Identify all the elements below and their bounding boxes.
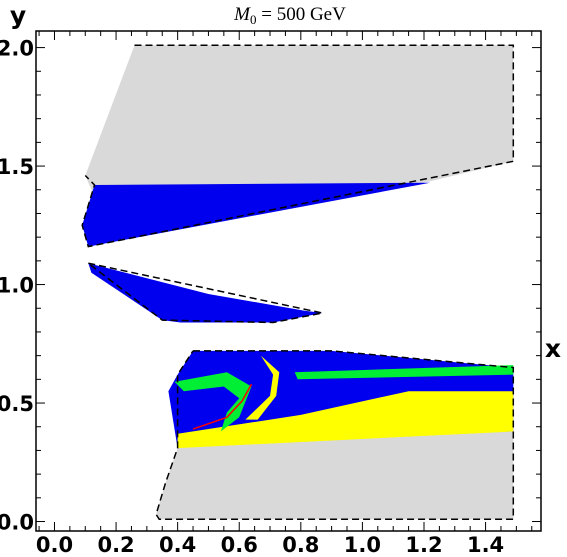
boundary-outer-lower	[155, 350, 515, 520]
x-tick-label: 1.2	[405, 533, 442, 557]
region-gray-lower	[156, 431, 514, 520]
region-yellow-lower	[177, 391, 514, 451]
title-symbol: M	[233, 4, 251, 25]
y-tick-label: 1.5	[0, 155, 34, 179]
region-green-band-main	[294, 365, 514, 380]
x-tick-label: 1.4	[467, 533, 504, 557]
y-axis-label: y	[10, 1, 26, 30]
red-curve	[192, 383, 253, 430]
x-tick-label: 1.0	[344, 533, 381, 557]
region-blue-middle	[88, 263, 323, 323]
x-tick-label: 0.4	[159, 533, 196, 557]
region-blue-upper	[82, 182, 431, 247]
y-tick-label: 0.0	[0, 511, 34, 535]
x-tick-label: 0.2	[97, 533, 134, 557]
plot-frame	[35, 30, 542, 532]
x-tick-label: 0.6	[221, 533, 258, 557]
curves-layer	[192, 383, 253, 430]
x-tick-label: 0.8	[282, 533, 319, 557]
title-rest: = 500 GeV	[256, 4, 346, 25]
boundaries-layer	[81, 44, 515, 520]
y-tick-label: 0.5	[0, 392, 34, 416]
chart-title: M0 = 500 GeV	[233, 4, 346, 27]
region-green-arc	[174, 372, 252, 432]
region-yellow-arc	[245, 355, 280, 420]
y-tick-label: 1.0	[0, 274, 34, 298]
boundary-outer-upper	[81, 44, 515, 248]
boundary-outer-middle	[87, 262, 323, 324]
ticks-layer: 0.0 0.2 0.4 0.6 0.8 1.0 1.2 1.4 0.0 0.5 1.0 1.5 2.0	[0, 31, 541, 557]
y-tick-label: 2.0	[0, 37, 34, 61]
x-axis-label: x	[545, 334, 561, 363]
regions-layer	[82, 45, 514, 520]
region-gray-upper	[85, 45, 514, 197]
title-subscript: 0	[250, 12, 257, 27]
x-tick-label: 0.0	[36, 533, 73, 557]
